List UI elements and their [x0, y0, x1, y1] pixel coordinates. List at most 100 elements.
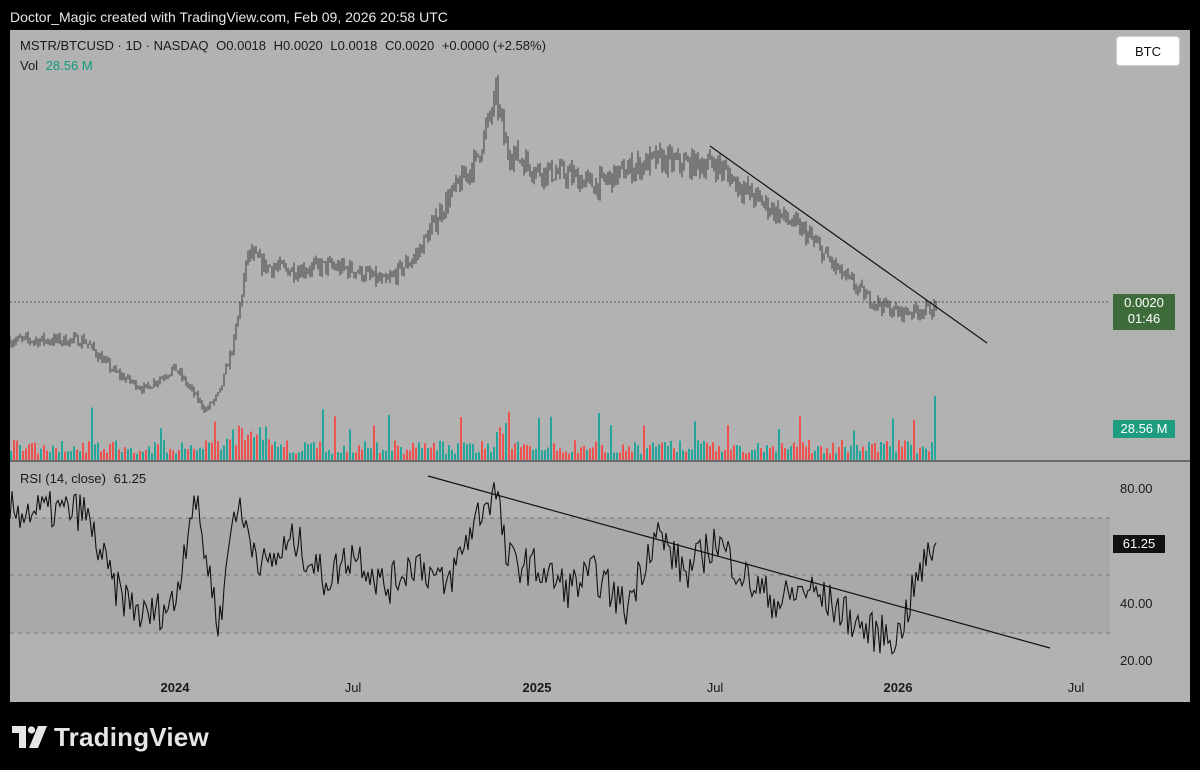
volume-bar	[382, 449, 384, 460]
volume-bar	[241, 428, 243, 460]
volume-bar	[307, 443, 309, 460]
chart-canvas[interactable]	[10, 30, 1190, 702]
volume-bar	[460, 417, 462, 460]
volume-bar	[871, 444, 873, 460]
volume-bar	[208, 442, 210, 460]
volume-bar	[784, 448, 786, 460]
volume-bar	[904, 440, 906, 460]
volume-bar	[466, 444, 468, 460]
volume-bar	[520, 447, 522, 460]
volume-bar	[886, 440, 888, 460]
volume-bar	[118, 449, 120, 460]
volume-bar	[286, 440, 288, 460]
vol-label[interactable]: Vol	[20, 58, 39, 73]
volume-bar	[463, 442, 465, 460]
volume-bar	[253, 437, 255, 460]
volume-bar	[142, 451, 144, 460]
volume-bar	[739, 445, 741, 460]
volume-bar	[646, 448, 648, 460]
volume-bar	[445, 453, 447, 460]
volume-bar	[562, 452, 564, 460]
volume-bar	[166, 452, 168, 460]
volume-bar	[817, 446, 819, 460]
volume-bar	[37, 453, 39, 460]
volume-bar	[337, 452, 339, 460]
close-value: C0.0020	[385, 38, 435, 53]
volume-bar	[613, 452, 615, 460]
volume-bar	[925, 448, 927, 460]
volume-bar	[226, 438, 228, 460]
volume-bar	[781, 443, 783, 460]
volume-bar	[151, 453, 153, 460]
volume-bar	[841, 440, 843, 460]
volume-bar	[121, 452, 123, 460]
volume-bar	[751, 450, 753, 460]
volume-bar	[52, 445, 54, 460]
rsi-label[interactable]: RSI (14, close)	[20, 471, 106, 486]
volume-bar	[880, 441, 882, 460]
volume-bar	[922, 446, 924, 460]
volume-bar	[400, 446, 402, 460]
volume-bar	[502, 433, 504, 460]
currency-button[interactable]: BTC	[1116, 36, 1180, 66]
volume-bar	[367, 447, 369, 460]
volume-bar	[13, 440, 15, 460]
volume-bar	[802, 442, 804, 460]
volume-bar	[244, 440, 246, 460]
symbol-label[interactable]: MSTR/BTCUSD · 1D · NASDAQ	[20, 38, 209, 53]
volume-bar	[895, 451, 897, 460]
volume-bar	[28, 444, 30, 460]
volume-bar	[736, 445, 738, 460]
volume-bar	[40, 448, 42, 460]
volume-bar	[853, 430, 855, 460]
volume-bar	[64, 451, 66, 460]
volume-bar	[523, 444, 525, 460]
volume-bar	[619, 452, 621, 460]
volume-bar	[205, 440, 207, 460]
volume-bar	[88, 441, 90, 460]
volume-bar	[172, 450, 174, 460]
volume-bar	[406, 449, 408, 460]
price-trendline[interactable]	[709, 145, 988, 344]
volume-bar	[277, 446, 279, 460]
volume-bar	[454, 453, 456, 460]
volume-bar	[703, 440, 705, 460]
volume-bar	[55, 448, 57, 460]
volume-bar	[46, 450, 48, 460]
volume-bar	[481, 441, 483, 460]
volume-bar	[823, 453, 825, 460]
time-tick-2025: 2025	[522, 680, 552, 695]
high-value: H0.0020	[273, 38, 323, 53]
volume-bar	[799, 416, 801, 460]
volume-bar	[25, 448, 27, 460]
tradingview-logo[interactable]: TradingView	[12, 722, 209, 752]
volume-bar	[178, 449, 180, 460]
volume-bar	[553, 443, 555, 460]
volume-bar	[334, 416, 336, 460]
volume-bar	[472, 443, 474, 460]
volume-bar	[10, 451, 12, 460]
volume-bar	[838, 446, 840, 460]
volume-bar	[76, 449, 78, 460]
volume-bar	[457, 443, 459, 460]
volume-bar	[82, 442, 84, 460]
volume-bar	[409, 450, 411, 460]
rsi-trendline[interactable]	[427, 475, 1051, 649]
volume-bar	[640, 453, 642, 460]
volume-bar	[574, 440, 576, 460]
volume-bar	[79, 451, 81, 460]
volume-bar	[793, 442, 795, 460]
volume-bar	[22, 450, 24, 460]
volume-bar	[742, 451, 744, 460]
volume-bar	[916, 453, 918, 460]
volume-bar	[898, 440, 900, 460]
volume-bar	[364, 441, 366, 460]
chart-panel[interactable]: MSTR/BTCUSD · 1D · NASDAQ O0.0018 H0.002…	[10, 30, 1190, 702]
volume-bar	[91, 407, 93, 460]
volume-bar	[358, 445, 360, 460]
volume-bar	[511, 448, 513, 460]
volume-bar	[139, 450, 141, 460]
volume-bar	[532, 449, 534, 460]
volume-bar	[223, 445, 225, 460]
volume-bar	[643, 425, 645, 460]
